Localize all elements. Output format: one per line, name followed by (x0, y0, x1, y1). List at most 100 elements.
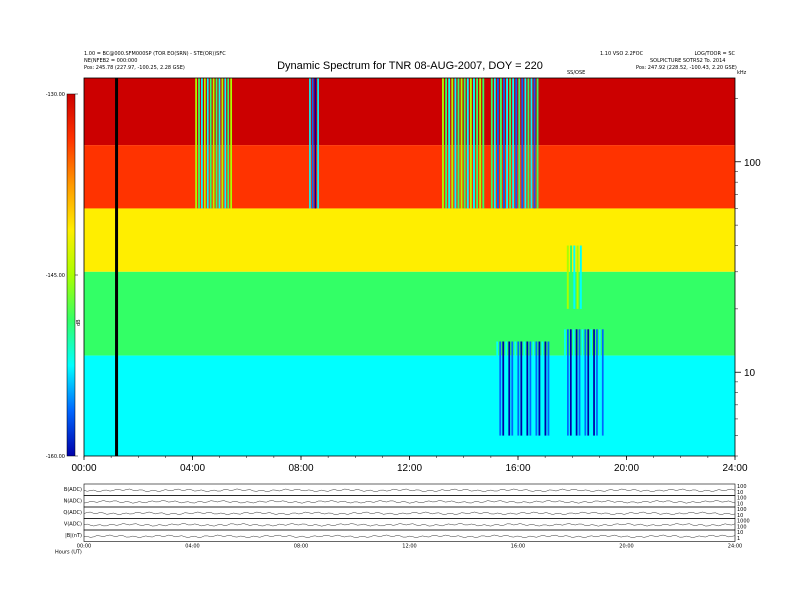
burst-stripe (523, 341, 526, 436)
burst-stripe (567, 329, 569, 436)
burst-stripe (506, 78, 508, 209)
panel-right-tick: 100 (737, 525, 747, 531)
burst-stripe (564, 329, 566, 436)
panel-right-tick: 100 (737, 484, 747, 490)
burst-stripe (221, 78, 224, 209)
burst-stripe (515, 78, 518, 209)
burst-stripe (511, 341, 514, 436)
burst-stripe (509, 78, 512, 209)
colorbar-label: dB (76, 319, 82, 326)
burst-stripe (502, 341, 505, 436)
panel-right-tick: 100 (737, 507, 747, 513)
x-tick-label: 12:00 (397, 463, 422, 474)
panel-trace (83, 500, 736, 504)
panel-label: |B|(nT) (65, 533, 82, 539)
burst-stripe (469, 78, 472, 209)
burst-stripe (566, 245, 569, 309)
spectrogram-plot (84, 78, 735, 456)
burst-stripe (518, 78, 521, 209)
spectrum-band (84, 78, 735, 146)
burst-stripe (503, 78, 505, 209)
panel-x-tick-label: 00:00 (77, 544, 91, 550)
burst-stripe (198, 78, 200, 209)
burst-stripe (451, 78, 454, 209)
burst-stripe (596, 329, 598, 436)
burst-stripe (570, 245, 573, 309)
burst-stripe (541, 341, 544, 436)
x-tick-label: 08:00 (288, 463, 313, 474)
spectrum-band (84, 355, 735, 456)
burst-stripe (512, 78, 515, 209)
y-tick-label: 10 (744, 368, 756, 379)
burst-stripe (212, 78, 215, 209)
panel-x-unit: Hours (UT) (55, 550, 82, 556)
burst-stripe (203, 78, 206, 209)
burst-stripe (535, 341, 538, 436)
panel-right-tick: 10 (737, 530, 743, 536)
panel-x-tick-label: 08:00 (294, 544, 308, 550)
x-tick-label: 04:00 (180, 463, 205, 474)
burst-stripe (317, 78, 319, 209)
burst-stripe (490, 78, 493, 209)
burst-stripe (578, 329, 581, 436)
spectrum-band (84, 271, 735, 356)
panel-right-tick: 100 (737, 496, 747, 502)
burst-stripe (533, 78, 536, 209)
panel-x-tick-label: 16:00 (511, 544, 525, 550)
burst-stripe (218, 78, 221, 209)
center-marker: SS/OSE (567, 70, 585, 76)
burst-stripe (505, 341, 508, 436)
timeseries-panel (83, 506, 736, 519)
burst-stripe (448, 78, 451, 209)
x-tick-label: 20:00 (614, 463, 639, 474)
burst-stripe (508, 341, 511, 436)
burst-stripe (601, 329, 604, 436)
burst-stripe (442, 78, 444, 209)
burst-stripe (230, 78, 233, 209)
burst-stripe (576, 245, 579, 309)
colorbar-tick-label: -160.00 (46, 454, 65, 460)
header-left-line2: NE(NFEB2 = 000:000 (84, 58, 137, 64)
panel-right-tick: 10 (737, 502, 743, 508)
burst-stripe (573, 245, 576, 309)
burst-stripe (309, 78, 311, 209)
header-right-mid: 1.10 VSO 2.2FOC (600, 51, 644, 57)
burst-stripe (587, 329, 590, 436)
burst-stripe (209, 78, 212, 209)
burst-stripe (445, 78, 448, 209)
panel-x-tick-label: 24:00 (728, 544, 742, 550)
burst-stripe (460, 78, 463, 209)
panel-trace (83, 523, 736, 527)
burst-stripe (499, 341, 502, 436)
burst-stripe (544, 341, 547, 436)
burst-stripe (476, 78, 479, 209)
panel-trace (83, 534, 736, 538)
burst-stripe (593, 329, 595, 436)
burst-stripe (532, 341, 535, 436)
burst-stripe (314, 78, 317, 209)
header-right-line2: SOLPICTURE SOTRS2 To. 2014 (650, 58, 725, 64)
x-tick-label: 16:00 (505, 463, 530, 474)
spectrum-band (84, 145, 735, 209)
burst-stripe (536, 78, 539, 209)
burst-stripe (584, 329, 587, 436)
panel-trace (83, 511, 736, 515)
burst-stripe (520, 341, 523, 436)
burst-stripe (524, 78, 527, 209)
colorbar-tick-label: -130.00 (46, 92, 65, 98)
burst-stripe (215, 78, 218, 209)
burst-stripe (466, 78, 469, 209)
burst-stripe (517, 341, 520, 436)
burst-stripe (457, 78, 460, 209)
x-tick-label: 00:00 (71, 463, 96, 474)
panel-label: N(ADC) (64, 499, 82, 505)
timeseries-panel (83, 495, 736, 508)
burst-stripe (482, 78, 485, 209)
burst-stripe (526, 341, 529, 436)
burst-stripe (547, 341, 550, 436)
panel-label: B(ADC) (64, 487, 82, 493)
burst-stripe (227, 78, 230, 209)
burst-stripe (538, 341, 541, 436)
burst-stripe (496, 341, 499, 436)
